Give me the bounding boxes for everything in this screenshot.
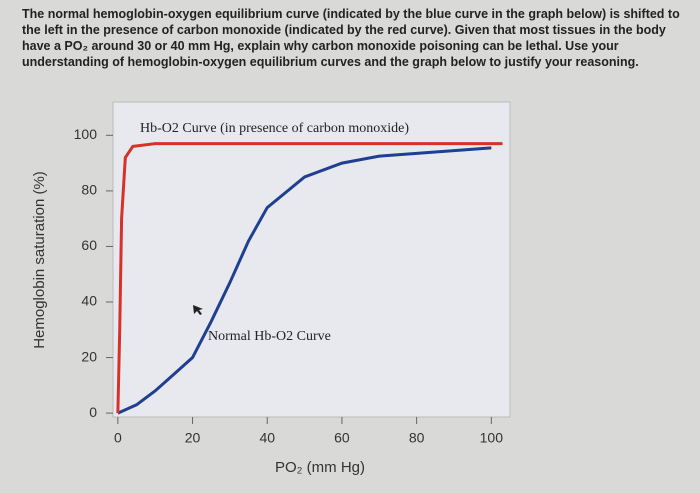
curve <box>117 146 492 415</box>
x-tick-label: 40 <box>259 430 275 446</box>
annotation: Normal Hb-O2 Curve <box>208 329 331 344</box>
x-tick-label: 60 <box>334 430 350 446</box>
y-tick-label: 60 <box>81 237 97 253</box>
x-tick-label: 100 <box>480 430 504 446</box>
cursor <box>193 305 203 315</box>
y-tick-label: 80 <box>81 182 97 198</box>
y-tick-label: 20 <box>81 348 97 364</box>
curve <box>116 142 503 414</box>
plot-area <box>112 101 511 418</box>
y-axis-label: Hemoglobin saturation (%) <box>31 171 48 349</box>
x-tick-label: 20 <box>185 430 201 446</box>
x-axis-label: PO₂ (mm Hg) <box>275 459 365 476</box>
annotation: Hb-O2 Curve (in presence of carbon monox… <box>140 121 409 136</box>
y-tick-label: 0 <box>89 404 97 420</box>
y-tick-label: 40 <box>81 293 97 309</box>
question-text: The normal hemoglobin-oxygen equilibrium… <box>22 7 680 69</box>
x-tick-label: 0 <box>114 430 122 446</box>
y-tick-label: 100 <box>74 126 98 142</box>
x-tick-label: 80 <box>409 430 425 446</box>
